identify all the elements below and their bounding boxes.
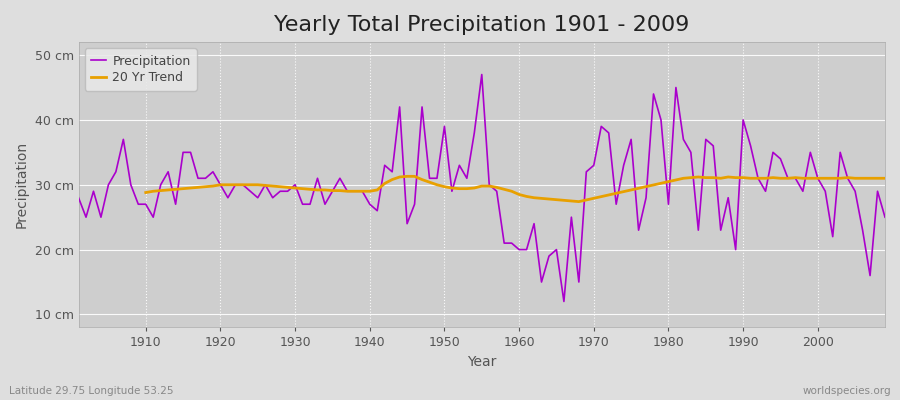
Precipitation bbox=[521, 247, 532, 252]
Text: Latitude 29.75 Longitude 53.25: Latitude 29.75 Longitude 53.25 bbox=[9, 386, 174, 396]
Precipitation bbox=[297, 202, 308, 207]
20 Yr Trend bbox=[879, 176, 890, 181]
Precipitation bbox=[73, 195, 84, 200]
Y-axis label: Precipitation: Precipitation bbox=[15, 141, 29, 228]
20 Yr Trend bbox=[775, 176, 786, 181]
20 Yr Trend bbox=[140, 190, 151, 195]
Precipitation bbox=[559, 299, 570, 304]
Precipitation bbox=[133, 202, 144, 207]
Precipitation bbox=[879, 215, 890, 220]
Line: Precipitation: Precipitation bbox=[78, 74, 885, 302]
Precipitation bbox=[514, 247, 525, 252]
Precipitation bbox=[618, 163, 629, 168]
20 Yr Trend bbox=[469, 186, 480, 190]
20 Yr Trend bbox=[573, 199, 584, 204]
20 Yr Trend bbox=[401, 174, 412, 179]
20 Yr Trend bbox=[245, 182, 256, 187]
20 Yr Trend bbox=[417, 177, 428, 182]
Line: 20 Yr Trend: 20 Yr Trend bbox=[146, 176, 885, 202]
X-axis label: Year: Year bbox=[467, 355, 497, 369]
Text: worldspecies.org: worldspecies.org bbox=[803, 386, 891, 396]
20 Yr Trend bbox=[327, 188, 338, 193]
Precipitation bbox=[342, 189, 353, 194]
Title: Yearly Total Precipitation 1901 - 2009: Yearly Total Precipitation 1901 - 2009 bbox=[274, 15, 689, 35]
Precipitation bbox=[476, 72, 487, 77]
20 Yr Trend bbox=[283, 185, 293, 190]
Legend: Precipitation, 20 Yr Trend: Precipitation, 20 Yr Trend bbox=[85, 48, 197, 91]
